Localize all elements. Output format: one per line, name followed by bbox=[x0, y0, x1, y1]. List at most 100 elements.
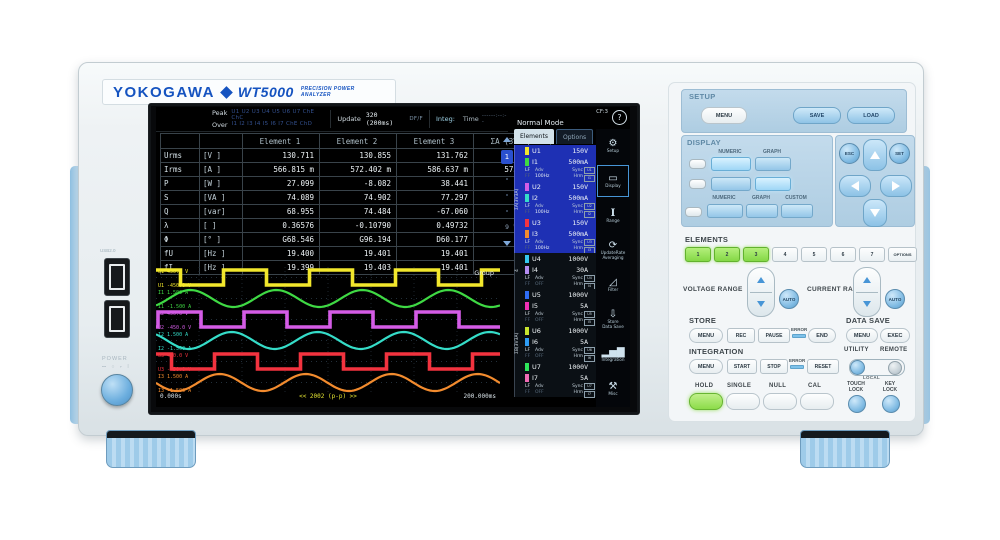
voltage-range-rocker[interactable] bbox=[747, 267, 775, 317]
save-button[interactable]: SAVE bbox=[793, 107, 841, 124]
menu-item-misc[interactable]: ⚒ Misc bbox=[596, 372, 630, 407]
tab-elements[interactable]: Elements bbox=[514, 129, 554, 144]
set-button[interactable]: SET bbox=[889, 143, 910, 164]
update-label: Update bbox=[337, 115, 361, 123]
usb-label: USB2.0 bbox=[100, 248, 116, 253]
display-upper-graph-button[interactable] bbox=[755, 157, 791, 171]
display-custom-indicator[interactable] bbox=[685, 207, 702, 217]
numeric1-label: NUMERIC bbox=[718, 149, 742, 155]
data-save-exec-button[interactable]: EXEC bbox=[880, 328, 910, 343]
sync-source-badges: U2 I2 bbox=[583, 203, 596, 218]
element-block[interactable]: U6 1000V I6 5A LF FF Adv OFF Sync Hrm U6 I6 bbox=[523, 325, 596, 362]
display-numeric2-button[interactable] bbox=[707, 204, 743, 218]
time-value: ------:--:-- bbox=[481, 113, 507, 125]
page-current[interactable]: 1 bbox=[501, 150, 513, 164]
integration-stop-button[interactable]: STOP bbox=[760, 359, 788, 374]
menu-item-setup[interactable]: ⚙ Setup bbox=[596, 129, 630, 164]
channel-name: I4 bbox=[532, 266, 539, 274]
table-cell: Irms bbox=[160, 162, 200, 177]
power-button[interactable] bbox=[101, 374, 133, 406]
element-3-button[interactable]: 3 bbox=[743, 247, 769, 262]
menu-item-range[interactable]: I Range bbox=[596, 198, 630, 233]
current-down-icon[interactable] bbox=[863, 301, 871, 307]
channel-name: I5 bbox=[532, 302, 539, 310]
display-lower-numeric-button[interactable] bbox=[711, 177, 751, 191]
channel-name: U1 bbox=[532, 147, 541, 155]
table-cell: 130.855 bbox=[319, 148, 397, 163]
element-block[interactable]: U7 1000V I7 5A LF FF Adv OFF Sync Hrm U7 I7 bbox=[523, 361, 596, 398]
esc-button[interactable]: ESC bbox=[839, 143, 860, 164]
utility-button[interactable] bbox=[850, 360, 865, 375]
page-up-icon[interactable] bbox=[503, 137, 511, 142]
tab-options[interactable]: Options bbox=[555, 129, 594, 144]
display-upper-numeric-button[interactable] bbox=[711, 157, 751, 171]
waveform-time-axis: 0.000s << 2002 (p-p) >> 200.000ms bbox=[156, 393, 500, 405]
element-5-button[interactable]: 5 bbox=[801, 247, 827, 262]
store-end-button[interactable]: END bbox=[808, 328, 836, 343]
element-block[interactable]: U3 150V I3 500mA LF FF Adv 100Hz Sync Hrm U3 I3 bbox=[523, 217, 596, 254]
integration-start-button[interactable]: START bbox=[727, 359, 757, 374]
sync-source-badges: U6 I6 bbox=[583, 347, 596, 362]
options-button[interactable]: OPTIONS bbox=[888, 247, 917, 262]
element-6-button[interactable]: 6 bbox=[830, 247, 856, 262]
store-rec-button[interactable]: REC bbox=[727, 328, 755, 343]
single-button[interactable] bbox=[726, 393, 760, 410]
touch-screen[interactable]: Peak U1 U2 U3 U4 U5 U6 U7 ChE ChC Over I1 … bbox=[156, 107, 630, 407]
display-upper-indicator[interactable] bbox=[689, 159, 706, 169]
usb-port-2[interactable] bbox=[104, 300, 130, 338]
voltage-auto-button[interactable]: AUTO bbox=[779, 289, 799, 309]
hold-button[interactable] bbox=[689, 393, 723, 410]
arrow-up-button[interactable] bbox=[863, 139, 887, 171]
menu-item-updaterate[interactable]: ⟳ UpdateRate Averaging bbox=[596, 233, 630, 268]
element-7-button[interactable]: 7 bbox=[859, 247, 885, 262]
arrow-right-button[interactable] bbox=[880, 175, 912, 197]
integration-reset-button[interactable]: RESET bbox=[807, 359, 839, 374]
arrow-down-button[interactable] bbox=[863, 199, 887, 227]
channel-range: 1000V bbox=[568, 255, 588, 263]
cal-button[interactable] bbox=[800, 393, 834, 410]
element-2-button[interactable]: 2 bbox=[714, 247, 740, 262]
graph2-label: GRAPH bbox=[751, 195, 771, 201]
null-button[interactable] bbox=[763, 393, 797, 410]
voltage-down-icon[interactable] bbox=[757, 301, 765, 307]
display-lower-graph-button[interactable] bbox=[755, 177, 791, 191]
waveform-group-label[interactable]: Group bbox=[474, 269, 494, 277]
arrow-left-button[interactable] bbox=[839, 175, 871, 197]
voltage-up-icon[interactable] bbox=[757, 277, 765, 283]
element-block[interactable]: U4 1000V I4 30A LF FF Adv OFF Sync Hrm U4 I4 bbox=[523, 253, 596, 290]
current-range-rocker[interactable] bbox=[853, 267, 881, 317]
channel-color-icon bbox=[525, 158, 529, 166]
display-custom-button[interactable] bbox=[781, 204, 813, 218]
touch-lock-button[interactable] bbox=[848, 395, 866, 413]
scale-label: U2 -450.0 V bbox=[158, 325, 191, 331]
data-save-menu-button[interactable]: MENU bbox=[846, 328, 878, 343]
menu-item-filter[interactable]: ◿ Filter bbox=[596, 268, 630, 303]
menu-item-display[interactable]: ▭ Display bbox=[596, 164, 630, 199]
display-lower-indicator[interactable] bbox=[689, 179, 706, 189]
help-icon[interactable]: ? bbox=[612, 110, 627, 125]
store-pause-button[interactable]: PAUSE bbox=[758, 328, 790, 343]
menu-item-store[interactable]: ⇩ Store Data Save bbox=[596, 302, 630, 337]
element-block[interactable]: U5 1000V I5 5A LF FF Adv OFF Sync Hrm U5 I5 bbox=[523, 289, 596, 326]
setup-menu-button[interactable]: MENU bbox=[701, 107, 747, 124]
page-last[interactable]: 9 bbox=[505, 224, 509, 231]
current-auto-button[interactable]: AUTO bbox=[885, 289, 905, 309]
menu-item-integration[interactable]: ▂▅▇ Integration bbox=[596, 337, 630, 372]
channel-name: U3 bbox=[532, 219, 541, 227]
usb-port-1[interactable] bbox=[104, 258, 130, 296]
integration-menu-button[interactable]: MENU bbox=[689, 359, 723, 374]
key-lock-button[interactable] bbox=[882, 395, 900, 413]
page-down-icon[interactable] bbox=[503, 241, 511, 246]
load-button[interactable]: LOAD bbox=[847, 107, 895, 124]
element-block[interactable]: U1 150V I1 500mA LF FF Adv 100Hz Sync Hrm U1 I1 bbox=[523, 145, 596, 182]
element-4-button[interactable]: 4 bbox=[772, 247, 798, 262]
store-menu-button[interactable]: MENU bbox=[689, 328, 723, 343]
page-selector[interactable]: 1 9 bbox=[500, 133, 514, 395]
current-up-icon[interactable] bbox=[863, 277, 871, 283]
element-1-button[interactable]: 1 bbox=[685, 247, 711, 262]
channel-name: I2 bbox=[532, 194, 539, 202]
display-graph2-button[interactable] bbox=[746, 204, 778, 218]
element-block[interactable]: U2 150V I2 500mA LF FF Adv 100Hz Sync Hrm U2 I2 bbox=[523, 181, 596, 218]
